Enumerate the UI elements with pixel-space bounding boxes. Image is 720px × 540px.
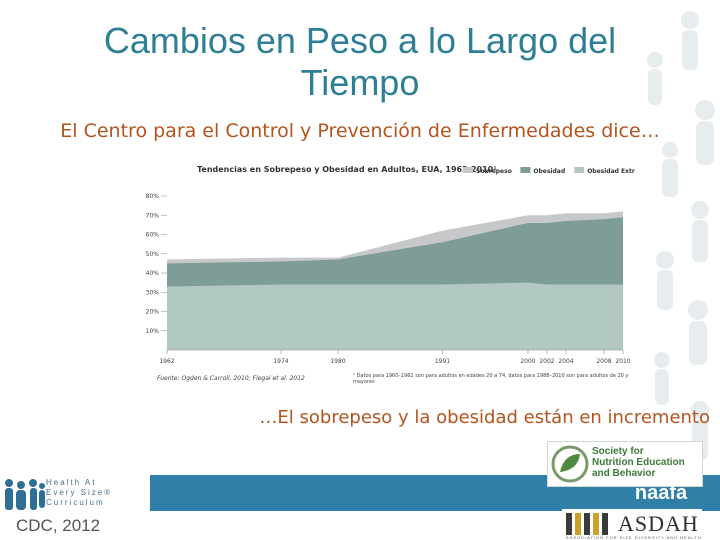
y-tick-label: 80% (146, 193, 160, 200)
naafa-logo: naafa (634, 482, 688, 504)
haes-text: Health At Every Size® Curriculum (46, 478, 112, 508)
y-tick-label: 30% (146, 289, 160, 296)
x-tick-label: 1991 (435, 358, 450, 365)
legend-label: Obesidad Extrema (587, 168, 635, 175)
y-tick-label: 20% (146, 309, 160, 316)
x-tick-label: 1962 (159, 358, 174, 365)
slide-caption: …El sobrepeso y la obesidad están en inc… (259, 407, 710, 428)
background-silhouettes (647, 11, 715, 460)
x-tick-label: 2000 (520, 358, 535, 365)
chart-areas (167, 211, 623, 350)
legend-swatch (463, 167, 473, 173)
area-chart: Tendencias en Sobrepeso y Obesidad en Ad… (146, 165, 635, 385)
haes-line-2: Every Size® (46, 488, 113, 497)
chart-title: Tendencias en Sobrepeso y Obesidad en Ad… (197, 165, 497, 174)
chart-footnote: ¹ Datos para 1960–1962 son para adultos … (353, 373, 629, 385)
snebb-line-2: Nutrition Education (592, 457, 685, 468)
asdah-tagline: ASSOCIATION FOR SIZE DIVERSITY AND HEALT… (566, 535, 702, 540)
asdah-logo: ASDAH ASSOCIATION FOR SIZE DIVERSITY AND… (562, 509, 702, 540)
y-tick-label: 70% (146, 212, 160, 219)
bars-icon (566, 513, 608, 535)
legend-swatch (574, 167, 585, 173)
legend-swatch (520, 167, 531, 173)
y-tick-label: 10% (146, 328, 160, 335)
page-title: Cambios en Peso a lo Largo del Tiempo (103, 20, 617, 103)
x-tick-label: 2010 (615, 358, 630, 365)
y-axis-ticks: 80% 70% 60% 50% 40% 30% 20% 10% (146, 193, 167, 335)
legend-label: Obesidad (533, 168, 565, 175)
chart-legend: Sobrepeso Obesidad Obesidad Extrema (463, 167, 635, 175)
area-series (167, 282, 623, 350)
source-citation: CDC, 2012 (16, 516, 101, 535)
haes-line-1: Health At (46, 478, 97, 487)
people-icon (5, 479, 45, 510)
x-tick-label: 1974 (273, 358, 288, 365)
page-subtitle: El Centro para el Control y Prevención d… (60, 120, 660, 142)
leaf-icon (551, 445, 589, 483)
y-tick-label: 60% (146, 232, 160, 239)
chart-source: Fuente: Ogden & Carroll, 2010; Flegal et… (157, 375, 305, 382)
y-tick-label: 50% (146, 251, 160, 258)
x-axis-ticks: 1962 1974 1980 1991 2000 2002 2004 2008 2010 (159, 349, 631, 365)
legend-label: Sobrepeso (476, 168, 512, 175)
x-tick-label: 2004 (558, 358, 573, 365)
haes-line-3: Curriculum (46, 498, 105, 507)
y-tick-label: 40% (146, 270, 160, 277)
x-tick-label: 2008 (596, 358, 611, 365)
haes-logo (0, 475, 150, 540)
x-tick-label: 1980 (330, 358, 345, 365)
chart-container: Tendencias en Sobrepeso y Obesidad en Ad… (145, 158, 635, 388)
asdah-wordmark: ASDAH (618, 511, 699, 536)
snebb-line-1: Society for (592, 446, 644, 457)
snebb-logo: Society for Nutrition Education and Beha… (547, 441, 703, 487)
x-tick-label: 2002 (539, 358, 554, 365)
snebb-line-3: and Behavior (592, 468, 656, 479)
